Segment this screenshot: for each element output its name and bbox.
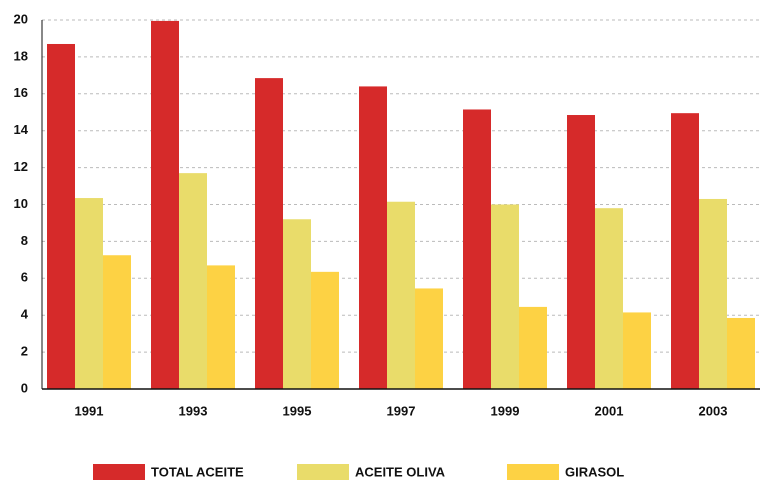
y-tick-label: 0 [21, 380, 28, 395]
x-tick-label: 1993 [179, 403, 208, 418]
y-tick-label: 6 [21, 270, 28, 285]
y-tick-label: 2 [21, 344, 28, 359]
y-tick-label: 16 [14, 85, 28, 100]
x-tick-label: 2001 [595, 403, 624, 418]
bar [151, 20, 179, 390]
x-tick-label: 1999 [491, 403, 520, 418]
bar [75, 198, 103, 389]
x-tick-label: 1995 [283, 403, 312, 418]
bar [415, 288, 443, 389]
bar [519, 306, 547, 389]
bar [47, 43, 75, 390]
legend-label: ACEITE OLIVA [355, 464, 446, 479]
y-tick-label: 20 [14, 11, 28, 26]
y-tick-label: 14 [14, 122, 29, 137]
bar [255, 78, 283, 390]
x-tick-label: 2003 [699, 403, 728, 418]
y-tick-label: 10 [14, 196, 28, 211]
bar [463, 109, 491, 390]
legend-swatch [93, 464, 145, 480]
bar [207, 265, 235, 389]
legend-label: TOTAL ACEITE [151, 464, 244, 479]
bar [491, 204, 519, 389]
bar [567, 115, 595, 389]
y-tick-label: 4 [21, 307, 29, 322]
bar [283, 219, 311, 389]
bar [359, 86, 387, 390]
bar [595, 208, 623, 389]
bar [103, 255, 131, 389]
bar [179, 173, 207, 389]
bar [699, 198, 727, 389]
bar [623, 312, 651, 389]
bar [727, 317, 755, 389]
legend-label: GIRASOL [565, 464, 624, 479]
y-tick-label: 8 [21, 233, 28, 248]
bar [387, 201, 415, 389]
legend-swatch [507, 464, 559, 480]
bar [671, 113, 699, 390]
x-tick-label: 1997 [387, 403, 416, 418]
legend-swatch [297, 464, 349, 480]
bar [311, 271, 339, 389]
y-tick-label: 18 [14, 48, 28, 63]
y-tick-label: 12 [14, 159, 28, 174]
x-tick-label: 1991 [75, 403, 104, 418]
